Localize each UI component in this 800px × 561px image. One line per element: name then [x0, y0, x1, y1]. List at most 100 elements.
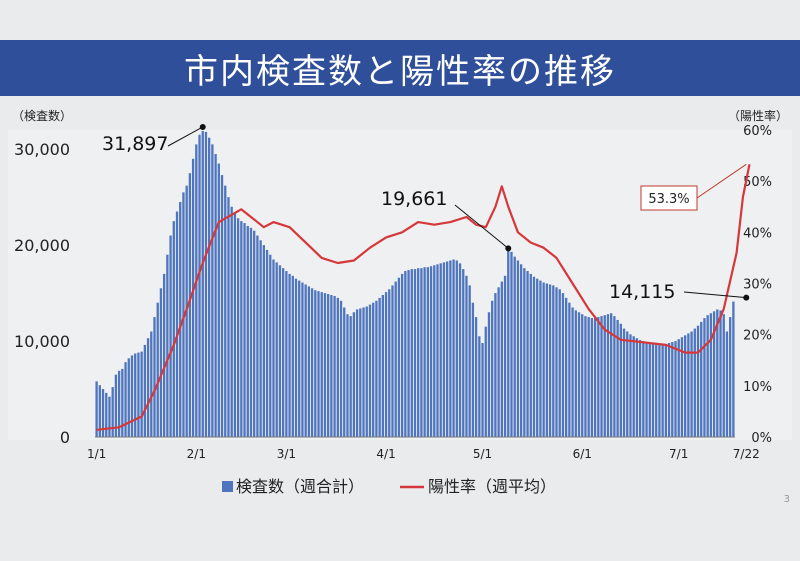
bar — [265, 249, 269, 437]
bar — [384, 292, 388, 437]
bar — [404, 271, 407, 437]
bar — [523, 268, 526, 437]
bar — [179, 201, 182, 437]
bar — [716, 309, 719, 437]
bar — [513, 256, 516, 437]
legend-bar-label: 検査数（週合計） — [236, 477, 364, 496]
bar — [581, 314, 584, 437]
x-tick-label: 7/1 — [669, 447, 688, 461]
bar — [613, 316, 616, 437]
bar — [426, 267, 430, 437]
bar — [629, 334, 632, 437]
bar — [610, 313, 613, 437]
bar — [423, 267, 426, 437]
bar — [674, 341, 677, 437]
bar — [413, 269, 417, 437]
bar — [706, 315, 709, 437]
bar — [378, 297, 381, 437]
bar — [162, 273, 166, 437]
bar — [449, 260, 452, 437]
bar — [606, 314, 610, 437]
bar — [294, 278, 298, 437]
bar — [188, 173, 192, 437]
bar — [536, 278, 539, 437]
legend-line-label: 陽性率（週平均） — [428, 477, 556, 496]
bar — [375, 300, 378, 437]
bar — [159, 288, 163, 437]
right-tick-label: 30% — [743, 278, 772, 293]
bar — [310, 288, 314, 437]
bar — [317, 291, 320, 437]
bar — [301, 282, 304, 437]
right-tick-label: 10% — [743, 380, 772, 395]
bar — [130, 355, 134, 437]
bar — [124, 362, 127, 437]
bar — [603, 315, 606, 437]
bar — [436, 264, 439, 437]
bar — [484, 326, 487, 437]
bar — [307, 286, 311, 437]
bar — [137, 352, 140, 437]
bar — [474, 317, 478, 437]
annotation-leader — [683, 291, 747, 299]
bar — [105, 392, 108, 437]
bar — [143, 344, 147, 437]
bar — [121, 368, 124, 437]
bar — [314, 290, 317, 437]
bar — [262, 245, 266, 437]
bar — [577, 312, 581, 437]
bar — [140, 351, 143, 437]
bar — [568, 302, 571, 437]
bar — [622, 328, 626, 437]
bar — [481, 342, 484, 437]
bar — [433, 265, 436, 437]
bar — [693, 328, 696, 437]
bar — [725, 331, 729, 437]
bar — [442, 262, 446, 437]
x-tick-label: 7/22 — [733, 447, 760, 461]
right-axis-label: （陽性率） — [728, 108, 788, 123]
bar — [635, 338, 639, 437]
bar — [655, 343, 658, 437]
bar — [516, 260, 520, 437]
bar — [217, 163, 220, 437]
bar — [230, 206, 233, 437]
bar — [372, 302, 375, 437]
bar — [214, 153, 217, 437]
annotation-leader — [454, 204, 509, 249]
bar — [272, 259, 275, 437]
bar — [661, 344, 664, 437]
bar — [709, 313, 713, 437]
bar — [175, 211, 179, 437]
right-tick-label: 40% — [743, 226, 772, 241]
bar — [127, 358, 130, 437]
bar — [667, 342, 671, 437]
bar — [249, 227, 253, 437]
bar — [417, 268, 420, 437]
bar — [712, 311, 716, 437]
left-tick-label: 10,000 — [14, 332, 70, 351]
bar — [243, 223, 246, 437]
bar — [571, 307, 574, 437]
annotation-leader — [167, 126, 203, 147]
annotation-peak-value: 31,897 — [102, 133, 168, 155]
bar — [645, 342, 648, 437]
bar — [677, 339, 680, 437]
bar — [503, 275, 507, 437]
right-tick-label: 50% — [743, 175, 772, 190]
bar — [597, 317, 600, 437]
annotation-leader — [696, 163, 747, 199]
bar — [346, 314, 349, 437]
bar — [468, 285, 471, 437]
bar — [548, 284, 552, 437]
annotation-box — [640, 185, 698, 211]
bar — [388, 289, 391, 437]
bar — [256, 235, 259, 437]
annotation-latest-rate: 53.3% — [648, 192, 689, 207]
bar — [465, 275, 468, 437]
bar — [278, 265, 282, 437]
bar — [336, 297, 339, 437]
bar — [330, 295, 333, 437]
bar — [632, 336, 635, 437]
bar — [638, 340, 642, 437]
